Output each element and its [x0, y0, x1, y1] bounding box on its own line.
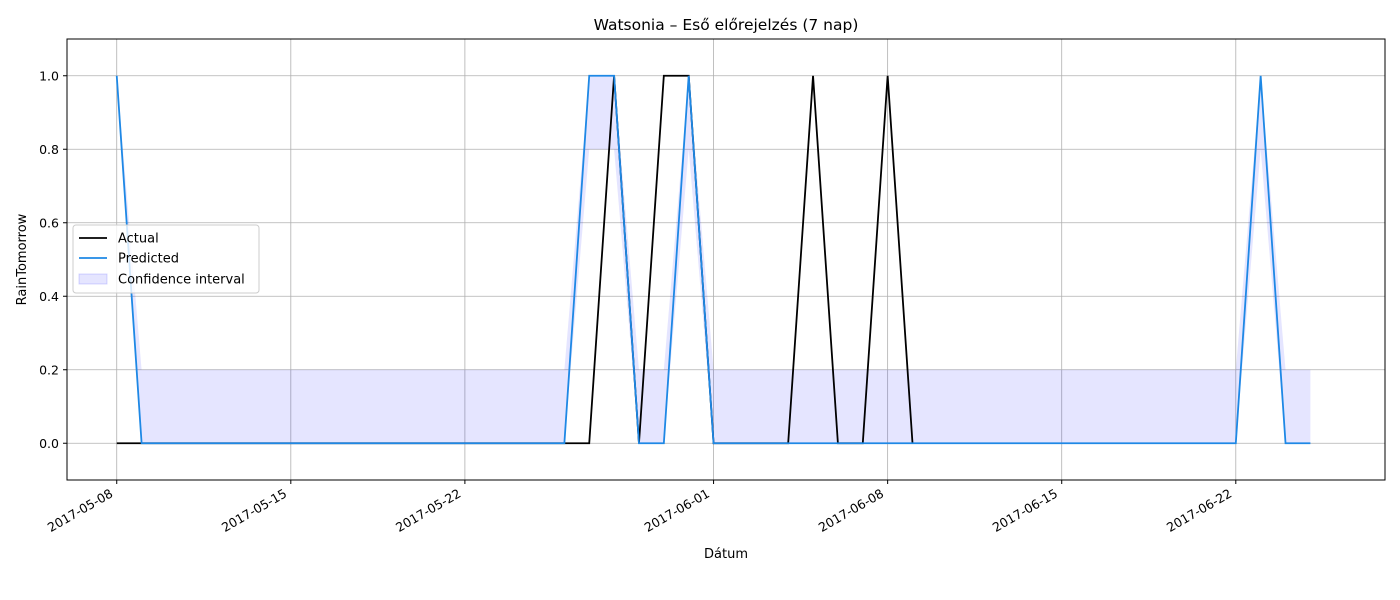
- plot-frame: [66, 38, 1386, 481]
- x-tick-label: 2017-06-08: [816, 486, 886, 535]
- x-tick-label: 2017-05-15: [219, 486, 289, 535]
- legend-actual-label: Actual: [118, 232, 159, 247]
- y-tick-label: 0.8: [39, 142, 59, 157]
- legend-confidence-label: Confidence interval: [118, 273, 245, 288]
- legend-confidence-swatch: [78, 273, 108, 285]
- legend-predicted-label: Predicted: [118, 252, 179, 267]
- y-tick-label: 1.0: [39, 68, 59, 83]
- predicted-series-line: [115, 74, 1311, 445]
- x-tick-label: 2017-06-15: [990, 486, 1060, 535]
- x-tick-label: 2017-06-22: [1164, 486, 1234, 535]
- y-tick-label: 0.0: [39, 436, 59, 451]
- legend-box: [72, 224, 260, 294]
- x-tick-label: 2017-06-01: [642, 486, 712, 535]
- x-tick-label: 2017-05-22: [393, 486, 463, 535]
- legend: Actual Predicted Confidence interval: [72, 224, 260, 294]
- y-tick-label: 0.2: [39, 362, 59, 377]
- y-tick-label: 0.4: [39, 289, 59, 304]
- x-axis-label: Dátum: [704, 547, 748, 562]
- y-axis-label: RainTomorrow: [15, 213, 30, 305]
- y-tick-label: 0.6: [39, 215, 59, 230]
- confidence-interval-band: [116, 75, 1311, 444]
- x-tick-label: 2017-05-08: [45, 486, 115, 535]
- chart-title: Watsonia – Eső előrejelzés (7 nap): [594, 16, 859, 34]
